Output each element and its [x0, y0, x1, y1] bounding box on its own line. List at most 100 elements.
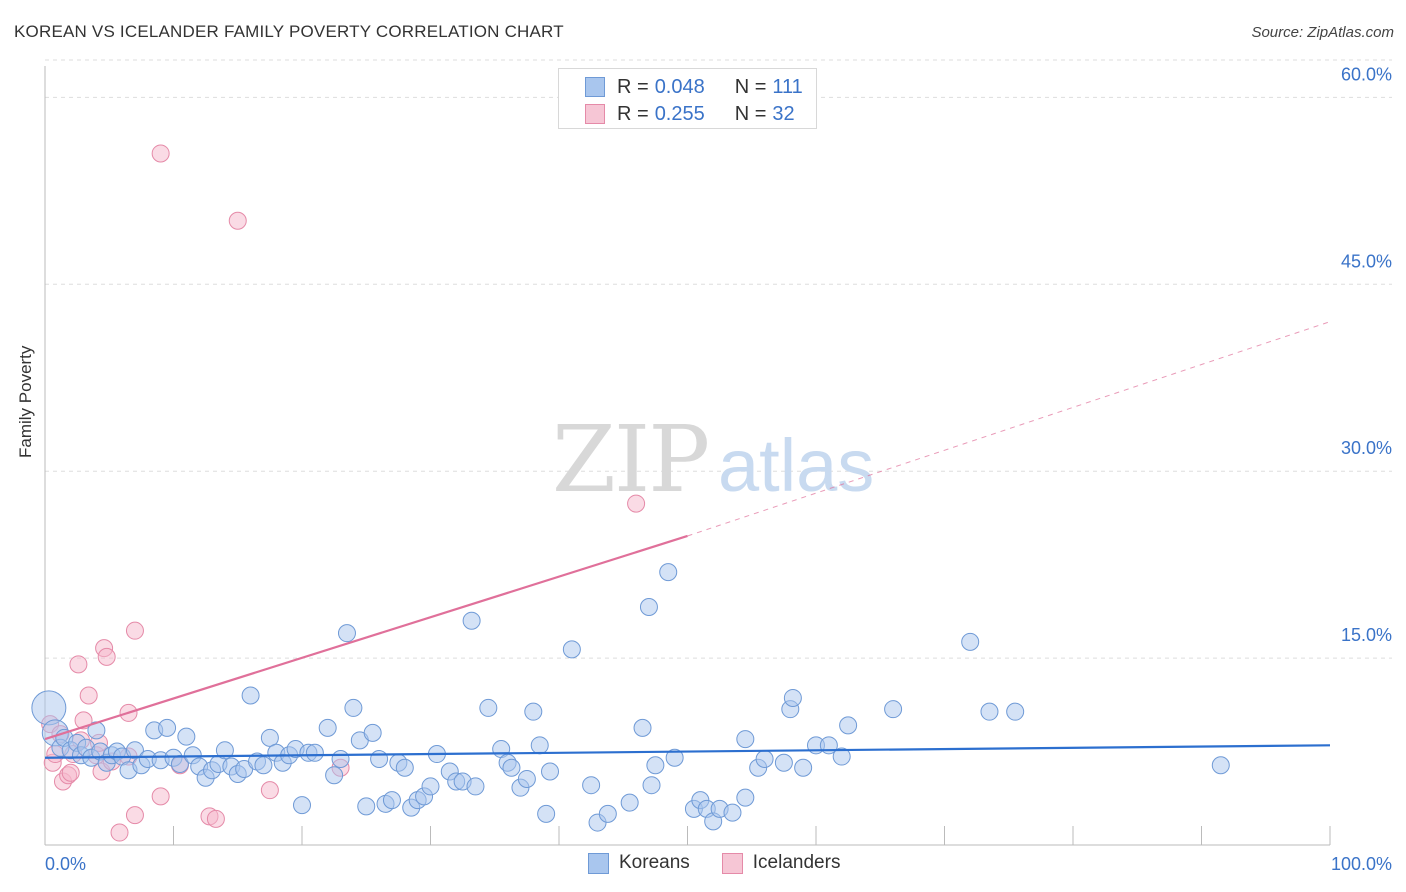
korean-point	[370, 750, 389, 769]
legend-r-value: 0.048	[654, 75, 705, 98]
icelander-point	[125, 806, 144, 825]
legend-n-value: 111	[772, 75, 803, 98]
korean-point	[215, 741, 234, 760]
korean-point	[260, 728, 279, 747]
x-tick-label: 0.0%	[45, 854, 86, 874]
korean-point	[305, 743, 324, 762]
series-legend-koreans[interactable]: Koreans	[588, 852, 690, 874]
series-label-icelanders: Icelanders	[752, 852, 841, 873]
icelander-point	[97, 647, 116, 666]
korean-point	[337, 624, 356, 643]
korean-point	[177, 727, 196, 746]
korean-point	[537, 804, 556, 823]
korean-point	[832, 747, 851, 766]
korean-point	[736, 788, 755, 807]
legend-row-koreans: R = 0.048 N = 111	[585, 74, 803, 100]
korean-point	[462, 611, 481, 630]
icelander-point	[69, 655, 88, 674]
korean-point	[357, 797, 376, 816]
korean-point	[562, 640, 581, 659]
y-axis-label: Family Poverty	[16, 345, 35, 458]
icelander-point	[228, 211, 247, 230]
chart-title: KOREAN VS ICELANDER FAMILY POVERTY CORRE…	[14, 22, 564, 41]
icelander-point	[260, 781, 279, 800]
icelander-trend-line	[44, 534, 688, 741]
korean-point	[755, 750, 774, 769]
series-legend: Koreans Icelanders	[588, 852, 872, 874]
legend-n-value: 32	[772, 102, 795, 125]
watermark-zip: ZIP	[552, 406, 708, 513]
korean-point	[665, 748, 684, 767]
source-label: Source: ZipAtlas.com	[1251, 24, 1394, 41]
korean-point	[598, 804, 617, 823]
korean-point	[382, 791, 401, 810]
korean-point	[344, 698, 363, 717]
series-label-koreans: Koreans	[619, 852, 690, 873]
korean-point	[325, 766, 344, 785]
icelander-point	[627, 494, 646, 513]
y-tick-label: 30.0%	[1341, 438, 1392, 458]
icelander-trend-extension	[687, 321, 1331, 537]
tick-labels: 15.0% 30.0% 45.0% 60.0% 0.0% 100.0%	[45, 64, 1392, 874]
legend-swatch-icelanders	[585, 104, 605, 124]
korean-point	[331, 750, 350, 769]
legend-r-label: R =	[617, 102, 649, 125]
korean-point	[736, 730, 755, 749]
korean-point	[530, 736, 549, 755]
korean-point	[794, 758, 813, 777]
korean-point	[961, 632, 980, 651]
stats-legend: R = 0.048 N = 111 R = 0.255 N = 32	[558, 68, 817, 129]
korean-point	[839, 716, 858, 735]
icelander-point	[151, 787, 170, 806]
grid-layer	[45, 59, 1392, 659]
korean-point	[395, 758, 414, 777]
y-tick-label: 45.0%	[1341, 251, 1392, 271]
korean-point	[659, 563, 678, 582]
korean-point	[884, 700, 903, 719]
icelander-point	[206, 809, 225, 828]
series-swatch-koreans	[588, 852, 609, 874]
icelander-point	[79, 686, 98, 705]
icelander-point	[151, 144, 170, 163]
x-tick-label: 100.0%	[1331, 854, 1392, 874]
korean-point	[1211, 756, 1230, 775]
icelander-point	[125, 621, 144, 640]
watermark: ZIP atlas	[552, 406, 874, 513]
korean-point	[241, 686, 260, 705]
korean-point	[31, 690, 67, 726]
series-swatch-icelanders	[721, 852, 743, 874]
y-tick-label: 60.0%	[1341, 64, 1392, 84]
korean-point	[517, 769, 536, 788]
icelander-point	[61, 763, 80, 782]
korean-point	[541, 762, 560, 781]
korean-point	[1006, 702, 1025, 721]
korean-point	[582, 776, 601, 795]
korean-point	[620, 793, 639, 812]
series-legend-icelanders[interactable]: Icelanders	[721, 852, 841, 874]
korean-point	[774, 753, 793, 772]
trend-layer	[44, 321, 1331, 759]
y-tick-label: 15.0%	[1341, 625, 1392, 645]
watermark-atlas: atlas	[718, 424, 874, 507]
legend-row-icelanders: R = 0.255 N = 32	[585, 101, 795, 127]
korean-point	[524, 702, 543, 721]
korean-point	[125, 741, 144, 760]
korean-point	[158, 718, 177, 737]
legend-r-label: R =	[617, 75, 649, 98]
korean-point	[642, 776, 661, 795]
icelander-point	[110, 823, 129, 842]
korean-point	[639, 598, 658, 617]
legend-n-label: N =	[734, 75, 767, 98]
korean-point	[502, 758, 521, 777]
legend-swatch-koreans	[585, 77, 605, 97]
korean-point	[363, 723, 382, 742]
korean-trend-line	[44, 744, 1331, 759]
legend-r-value: 0.255	[654, 102, 705, 125]
korean-points	[31, 563, 1230, 832]
korean-point	[254, 756, 273, 775]
korean-point	[783, 688, 802, 707]
korean-point	[421, 777, 440, 796]
korean-point	[479, 698, 498, 717]
korean-point	[633, 718, 652, 737]
